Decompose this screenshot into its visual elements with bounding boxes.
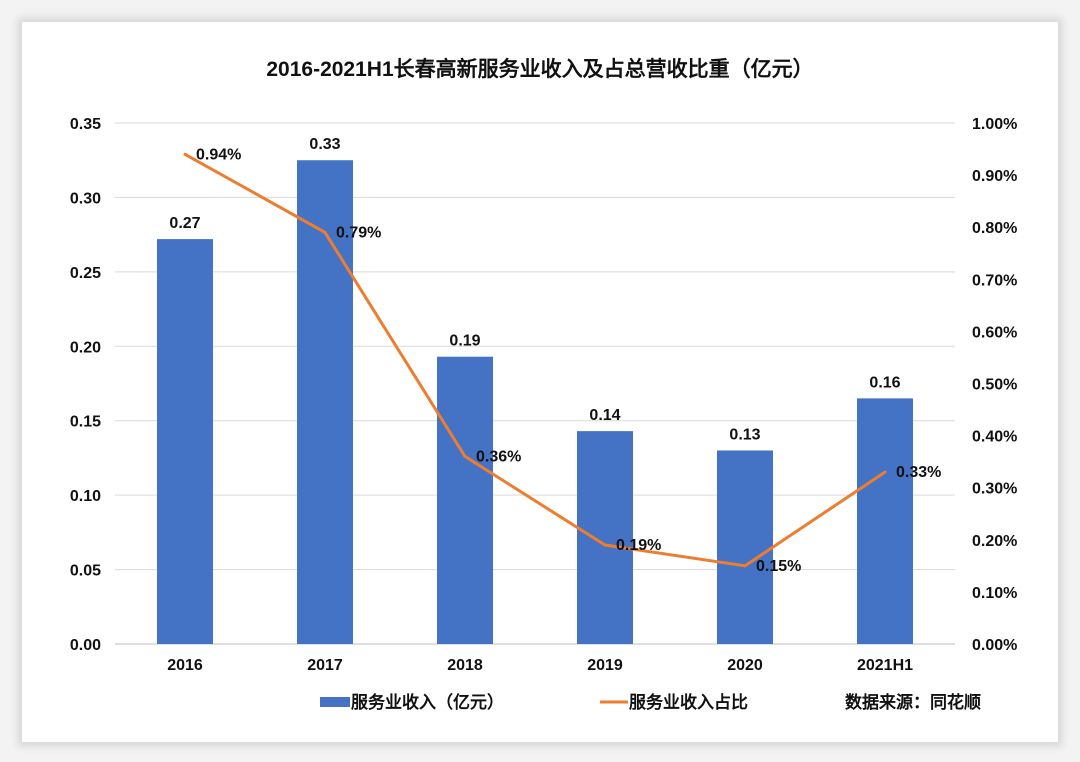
line-data-label: 0.33% (896, 464, 941, 481)
bar (717, 450, 773, 644)
bar-data-label: 0.14 (589, 407, 620, 424)
y-right-tick-label: 0.50% (972, 377, 1017, 394)
y-right-tick-label: 0.30% (972, 481, 1017, 498)
line-data-label: 0.15% (756, 558, 801, 575)
line-data-label: 0.94% (196, 146, 241, 163)
x-tick-label: 2020 (727, 657, 763, 674)
y-right-tick-label: 0.00% (972, 637, 1017, 654)
y-left-tick-label: 0.00 (70, 637, 101, 654)
x-tick-label: 2019 (587, 657, 623, 674)
y-left-tick-label: 0.05 (70, 563, 101, 580)
line-point (463, 454, 467, 458)
y-right-tick-label: 1.00% (972, 116, 1017, 133)
bar (577, 431, 633, 644)
bar-data-label: 0.16 (869, 374, 900, 391)
y-right-tick-label: 0.70% (972, 272, 1017, 289)
bar-data-label: 0.27 (169, 215, 200, 232)
y-right-tick-label: 0.90% (972, 168, 1017, 185)
line-data-label: 0.19% (616, 537, 661, 554)
x-tick-label: 2018 (447, 657, 483, 674)
source-note: 数据来源：同花顺 (845, 692, 981, 712)
y-left-tick-label: 0.15 (70, 414, 101, 431)
line-point (883, 470, 887, 474)
y-right-tick-label: 0.80% (972, 220, 1017, 237)
legend-bar-label: 服务业收入（亿元） (351, 692, 504, 712)
y-left-tick-label: 0.20 (70, 339, 101, 356)
x-tick-label: 2021H1 (857, 657, 913, 674)
bar-data-label: 0.13 (729, 426, 760, 443)
line-point (743, 564, 747, 568)
bar (437, 356, 493, 644)
bar (297, 160, 353, 644)
y-left-tick-label: 0.25 (70, 265, 101, 282)
y-left-tick-label: 0.10 (70, 488, 101, 505)
bar (857, 398, 913, 644)
line-point (323, 230, 327, 234)
legend-bar-swatch (320, 697, 350, 707)
ratio-line (184, 152, 886, 568)
y-right-tick-label: 0.10% (972, 585, 1017, 602)
line-point (603, 543, 607, 547)
y-left-tick-label: 0.30 (70, 190, 101, 207)
chart-title: 2016-2021H1长春高新服务业收入及占总营收比重（亿元） (266, 57, 813, 81)
bar-data-label: 0.33 (309, 136, 340, 153)
y-right-tick-label: 0.20% (972, 533, 1017, 550)
y-right-tick-label: 0.40% (972, 429, 1017, 446)
x-tick-label: 2016 (167, 657, 203, 674)
line-point (183, 152, 187, 156)
legend: 服务业收入（亿元） 服务业收入占比 数据来源：同花顺 (320, 692, 981, 712)
line-data-label: 0.79% (336, 224, 381, 241)
y-right-tick-label: 0.60% (972, 324, 1017, 341)
x-tick-label: 2017 (307, 657, 343, 674)
legend-line-label: 服务业收入占比 (629, 692, 748, 712)
y-left-tick-label: 0.35 (70, 116, 101, 133)
line-data-label: 0.36% (476, 448, 521, 465)
bar (157, 239, 213, 644)
bar-data-label: 0.19 (449, 333, 480, 350)
